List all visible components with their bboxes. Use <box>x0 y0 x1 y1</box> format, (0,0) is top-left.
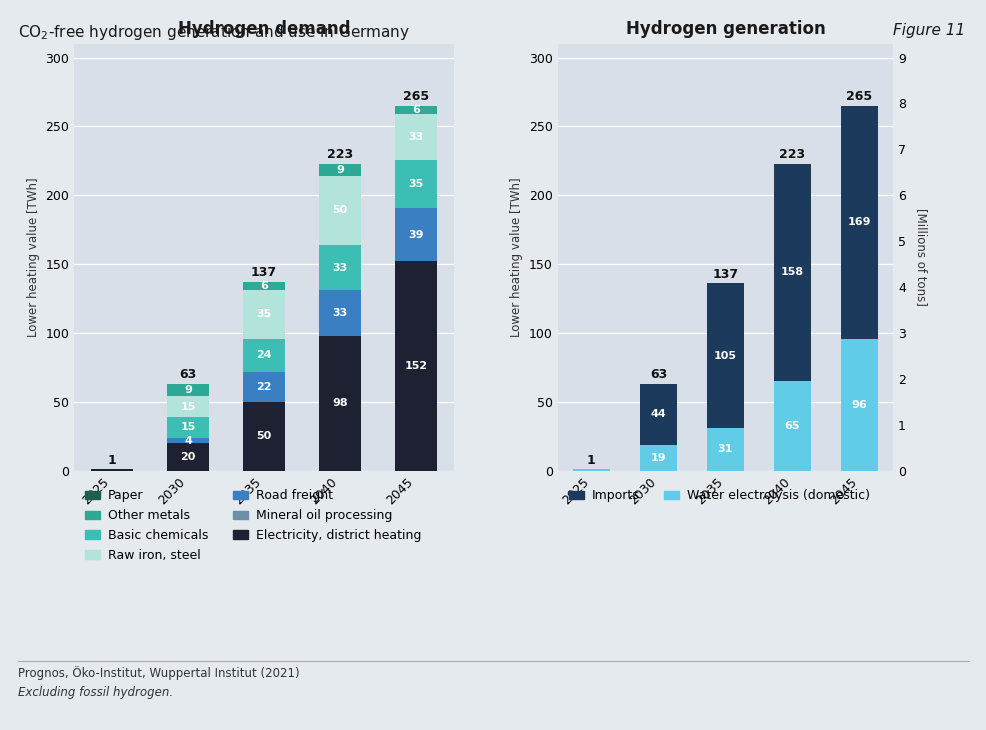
Legend: Imports, Water electrolysis (domestic): Imports, Water electrolysis (domestic) <box>563 485 874 507</box>
Text: Prognos, Öko-Institut, Wuppertal Institut (2021): Prognos, Öko-Institut, Wuppertal Institu… <box>18 666 299 680</box>
Bar <box>773 381 810 471</box>
Text: 35: 35 <box>408 179 423 188</box>
Text: 223: 223 <box>326 148 353 161</box>
Y-axis label: [Millions of tons]: [Millions of tons] <box>914 208 928 307</box>
Bar <box>167 443 209 471</box>
Bar <box>243 291 285 339</box>
Text: 152: 152 <box>404 361 427 371</box>
Bar <box>394 160 436 208</box>
Text: 158: 158 <box>780 267 804 277</box>
Text: 223: 223 <box>779 148 805 161</box>
Text: 15: 15 <box>180 423 195 432</box>
Bar <box>167 396 209 417</box>
Text: 33: 33 <box>332 308 347 318</box>
Bar <box>243 339 285 372</box>
Bar <box>394 261 436 471</box>
Bar <box>167 438 209 443</box>
Text: 35: 35 <box>256 310 271 320</box>
Text: 4: 4 <box>184 436 192 445</box>
Text: 137: 137 <box>250 266 277 280</box>
Text: 50: 50 <box>332 205 347 215</box>
Text: 6: 6 <box>411 105 419 115</box>
Bar <box>639 384 676 445</box>
Bar <box>394 208 436 261</box>
Text: 96: 96 <box>851 400 867 410</box>
Text: 20: 20 <box>180 452 195 462</box>
Bar <box>318 176 361 245</box>
Title: Hydrogen generation: Hydrogen generation <box>625 20 824 38</box>
Bar <box>706 283 743 428</box>
Text: 1: 1 <box>107 454 116 466</box>
Bar <box>243 282 285 291</box>
Text: 63: 63 <box>179 369 196 381</box>
Text: 9: 9 <box>335 165 343 175</box>
Bar <box>318 291 361 336</box>
Text: Excluding fossil hydrogen.: Excluding fossil hydrogen. <box>18 686 173 699</box>
Text: 105: 105 <box>713 351 737 361</box>
Text: CO$_2$-free hydrogen generation and use in Germany: CO$_2$-free hydrogen generation and use … <box>18 23 409 42</box>
Text: 39: 39 <box>407 230 423 239</box>
Text: 22: 22 <box>256 382 271 392</box>
Text: 50: 50 <box>256 431 271 442</box>
Text: 265: 265 <box>846 90 872 103</box>
Text: 15: 15 <box>180 402 195 412</box>
Text: 169: 169 <box>847 218 871 227</box>
Bar <box>639 445 676 471</box>
Legend: Paper, Other metals, Basic chemicals, Raw iron, steel, Road freight, Mineral oil: Paper, Other metals, Basic chemicals, Ra… <box>80 485 426 567</box>
Text: 24: 24 <box>256 350 271 360</box>
Y-axis label: Lower heating value [TWh]: Lower heating value [TWh] <box>510 177 523 337</box>
Text: 137: 137 <box>712 268 738 281</box>
Text: 1: 1 <box>587 454 596 466</box>
Text: 6: 6 <box>260 281 267 291</box>
Text: 19: 19 <box>650 453 666 463</box>
Bar <box>394 106 436 114</box>
Bar <box>243 402 285 471</box>
Bar <box>318 245 361 291</box>
Text: Figure 11: Figure 11 <box>892 23 964 39</box>
Bar <box>394 114 436 160</box>
Bar <box>840 339 878 471</box>
Text: 63: 63 <box>649 369 667 381</box>
Title: Hydrogen demand: Hydrogen demand <box>177 20 350 38</box>
Bar <box>167 417 209 438</box>
Bar <box>167 384 209 396</box>
Text: 98: 98 <box>332 399 347 408</box>
Bar <box>318 164 361 176</box>
Text: 265: 265 <box>402 90 429 103</box>
Bar <box>243 372 285 402</box>
Bar <box>773 164 810 381</box>
Text: 33: 33 <box>408 132 423 142</box>
Text: 31: 31 <box>717 445 733 455</box>
Bar <box>91 469 133 471</box>
Bar <box>706 428 743 471</box>
Text: 9: 9 <box>184 385 192 395</box>
Y-axis label: Lower heating value [TWh]: Lower heating value [TWh] <box>27 177 39 337</box>
Bar <box>840 106 878 339</box>
Bar <box>572 469 609 471</box>
Text: 44: 44 <box>650 410 666 419</box>
Bar <box>318 336 361 471</box>
Text: 65: 65 <box>784 421 800 431</box>
Text: 33: 33 <box>332 263 347 273</box>
